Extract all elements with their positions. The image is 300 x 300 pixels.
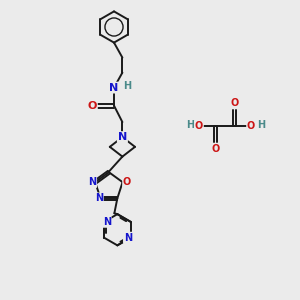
Text: H: H: [123, 81, 132, 91]
Text: N: N: [110, 82, 118, 93]
Text: O: O: [87, 100, 97, 111]
Text: N: N: [103, 217, 111, 227]
Text: O: O: [123, 177, 131, 187]
Text: O: O: [211, 143, 220, 154]
Text: N: N: [124, 232, 132, 242]
Text: N: N: [88, 177, 96, 187]
Text: H: H: [186, 119, 194, 130]
Text: O: O: [247, 121, 255, 131]
Text: N: N: [95, 193, 103, 203]
Text: O: O: [230, 98, 239, 109]
Text: O: O: [195, 121, 203, 131]
Text: N: N: [118, 132, 127, 142]
Text: H: H: [257, 119, 266, 130]
